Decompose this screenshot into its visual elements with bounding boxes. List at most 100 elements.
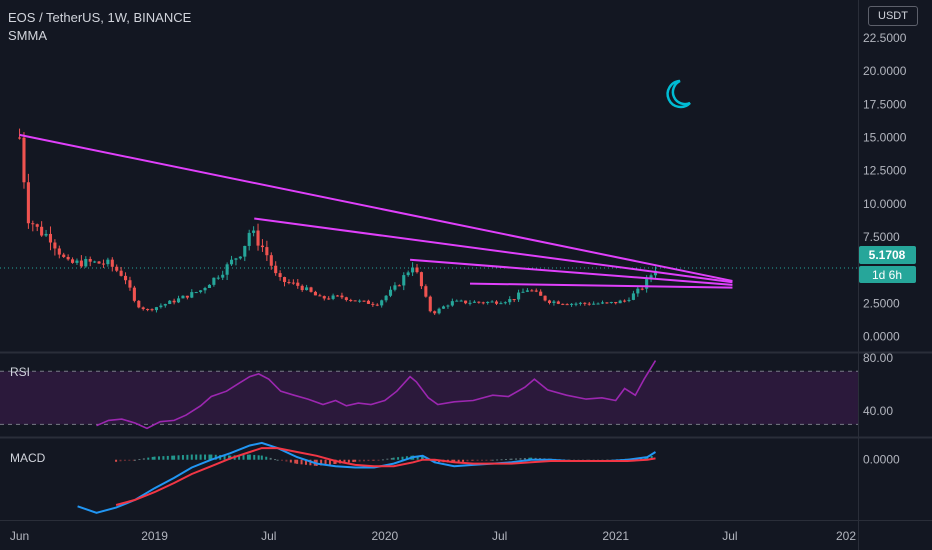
macd-histogram-bar [644,457,647,460]
candle-body [106,259,110,265]
candle [199,290,203,294]
candle [552,300,556,306]
macd-pane[interactable] [77,441,657,514]
candle-body [26,182,30,224]
time-tick-label: Jun [10,529,29,543]
candle [335,294,340,297]
candle-body [159,305,163,308]
candle [35,223,39,232]
macd-histogram-bar [343,459,346,463]
candle [362,300,366,302]
price-tick-label: 0.0000 [863,330,900,344]
candle-body [172,300,176,303]
candle-body [530,290,534,292]
price-tick-label: 2.5000 [863,297,900,311]
candle [406,270,410,277]
candle [71,257,75,264]
candle-body [600,302,605,304]
candle [561,303,565,306]
candle-body [238,256,242,259]
moon-icon[interactable] [666,79,691,109]
candle [66,254,70,261]
candle [146,308,150,312]
time-tick-label: 202 [836,529,856,543]
candle [53,239,57,256]
macd-histogram-bar [186,454,189,460]
candle-body [163,304,167,306]
price-pane[interactable] [0,128,858,315]
candle [627,297,631,303]
currency-button[interactable]: USDT [868,6,918,26]
candle [578,301,582,306]
candle [318,293,322,297]
axes: 0.00002.50005.00007.500010.000012.500015… [10,31,907,543]
candle-body [437,308,441,314]
candle-body [300,285,304,291]
candle [150,308,154,312]
macd-histogram-bar [289,459,292,463]
candle [305,284,309,291]
candle-body [640,288,644,290]
trendline[interactable] [19,133,733,282]
candle-body [570,303,574,305]
candle-body [490,301,494,303]
candle-body [256,230,260,246]
rsi-label: RSI [10,365,30,379]
candle-body [450,301,454,306]
candle [592,301,596,305]
candle-body [141,307,145,310]
candle-body [265,247,269,256]
macd-histogram-bar [489,459,492,461]
candle-body [207,284,211,288]
candle [402,272,406,291]
time-tick-label: 2021 [602,529,629,543]
trendline[interactable] [409,258,733,286]
macd-histogram-bar [157,456,160,460]
candle-body [119,270,123,276]
candle-body [340,295,344,298]
candle [26,173,30,229]
macd-histogram-bar [253,454,256,460]
candle [437,307,441,315]
candle [154,306,159,313]
candle [640,287,644,291]
candle-body [40,226,44,236]
candle [472,300,476,303]
candle [424,284,428,298]
candle-body [154,307,159,311]
macd-histogram-bar [416,456,419,460]
macd-histogram-bar [421,456,424,460]
candle-body [176,298,181,303]
macd-histogram-bar [485,459,488,461]
candle-body [132,287,136,301]
candle-body [415,267,419,273]
candle [574,302,578,307]
candle [583,302,587,306]
trendline[interactable] [254,217,733,284]
candle-body [247,232,251,246]
candle [605,302,609,304]
trendline[interactable] [469,282,733,289]
macd-histogram-bar [367,459,370,462]
candle [565,303,569,306]
candle-body [358,300,362,302]
rsi-pane[interactable] [0,360,858,430]
macd-histogram-bar [162,456,165,460]
candle-body [428,296,432,312]
candle [62,252,66,259]
candle-body [645,278,649,289]
symbol-title[interactable]: EOS / TetherUS, 1W, BINANCE [8,10,192,25]
indicator-legend-smma[interactable]: SMMA [8,28,47,43]
macd-histogram-bar [324,459,327,465]
candle-body [62,254,66,257]
candle [79,255,83,268]
macd-histogram-bar [371,459,374,461]
macd-histogram-bar [405,456,408,460]
bar-countdown: 1d 6h [872,268,902,282]
macd-histogram-bar [228,455,231,460]
candle [349,298,353,302]
macd-histogram-bar [510,458,513,460]
candle-body [22,137,26,183]
macd-histogram-bar [528,457,531,460]
